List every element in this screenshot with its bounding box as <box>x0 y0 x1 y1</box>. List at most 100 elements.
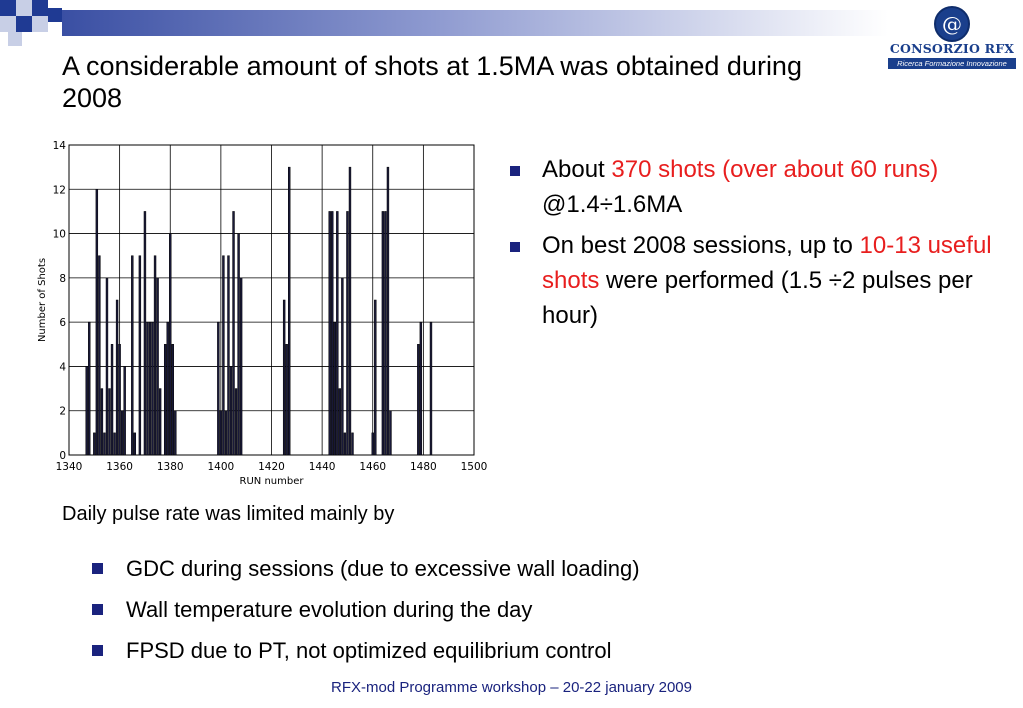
y-tick-label: 6 <box>59 317 66 329</box>
y-tick-label: 2 <box>59 406 66 418</box>
bar <box>346 211 349 456</box>
bar <box>224 410 228 456</box>
bar <box>166 321 169 456</box>
limiting-factor-item: FPSD due to PT, not optimized equilibriu… <box>92 630 892 671</box>
logo-tagline: Ricerca Formazione Innovazione <box>888 58 1016 69</box>
bar <box>331 211 334 456</box>
bar <box>386 166 390 456</box>
bar <box>153 255 157 456</box>
limiting-factor-item: GDC during sessions (due to excessive wa… <box>92 548 892 589</box>
bar <box>131 255 134 456</box>
bar <box>217 321 220 456</box>
bar <box>341 277 344 456</box>
slide-title: A considerable amount of shots at 1.5MA … <box>62 51 802 113</box>
bar <box>93 432 96 456</box>
bullet-square-icon <box>510 242 520 252</box>
bar <box>232 211 235 456</box>
bar <box>146 321 149 456</box>
bar <box>222 255 225 456</box>
bullet-text: @1.4÷1.6MA <box>542 191 683 218</box>
bar <box>239 277 243 456</box>
bar <box>148 321 152 456</box>
x-tick-label: 1340 <box>56 461 83 473</box>
bar <box>371 432 374 456</box>
bullet-square-icon <box>92 645 103 656</box>
bar <box>138 255 142 456</box>
bullet-square-icon <box>510 166 520 176</box>
bar <box>419 321 423 456</box>
bullet-text: were performed (1.5 ÷2 pulses per hour) <box>542 267 973 329</box>
highlight-text: 10-13 useful shots <box>542 232 992 294</box>
bar <box>227 255 230 456</box>
shots-per-run-chart: 1340 1360 1380 1400 1420 1440 1460 1480 1500 0 2 4 6… <box>37 140 488 487</box>
corner-decoration <box>0 0 62 62</box>
bar <box>336 211 339 456</box>
bar <box>288 166 291 456</box>
highlight-text: 370 shots (over about 60 runs) <box>611 156 939 183</box>
bar <box>115 299 119 456</box>
limiting-factors-list: GDC during sessions (due to excessive wa… <box>92 548 892 671</box>
bar <box>285 344 288 456</box>
bar <box>98 255 101 456</box>
bar <box>381 211 385 456</box>
y-tick-label: 10 <box>53 229 66 241</box>
bar <box>151 321 154 456</box>
bar <box>100 388 104 456</box>
bar <box>219 410 223 456</box>
limiting-factor-text: Wall temperature evolution during the da… <box>126 597 533 622</box>
bar <box>163 344 167 456</box>
footer-text: RFX-mod Programme workshop – 20-22 janua… <box>330 679 692 696</box>
bar <box>282 299 286 456</box>
bar <box>234 388 238 456</box>
y-tick-label: 0 <box>59 450 66 462</box>
bar <box>118 344 121 456</box>
bar <box>237 233 240 456</box>
y-tick-label: 12 <box>53 184 66 196</box>
y-axis-label: Number of Shots <box>37 258 48 342</box>
bar <box>133 432 137 456</box>
summary-bullet: About 370 shots (over about 60 runs) @1.… <box>510 152 1000 222</box>
limiting-factor-item: Wall temperature evolution during the da… <box>92 589 892 630</box>
bullet-text: About <box>542 156 612 183</box>
bar <box>384 211 387 456</box>
bar <box>328 211 331 456</box>
y-tick-label: 8 <box>59 273 66 285</box>
x-tick-label: 1500 <box>461 461 488 473</box>
consorzio-rfx-logo: @ CONSORZIO RFX Ricerca Formazione Innov… <box>884 4 1018 70</box>
logo-emblem-icon: @ <box>934 6 970 42</box>
bar <box>333 321 336 456</box>
bar <box>374 299 377 456</box>
bar <box>143 211 147 456</box>
x-tick-label: 1420 <box>258 461 285 473</box>
bullet-square-icon <box>92 563 103 574</box>
bar <box>95 189 99 456</box>
bar <box>120 410 124 456</box>
limiting-factor-text: GDC during sessions (due to excessive wa… <box>126 556 640 581</box>
bar <box>417 344 420 456</box>
bar <box>110 344 114 456</box>
bar <box>123 366 126 456</box>
bar <box>171 344 174 456</box>
x-tick-label: 1440 <box>309 461 336 473</box>
bar <box>158 388 162 456</box>
bullet-square-icon <box>92 604 103 615</box>
x-tick-label: 1380 <box>157 461 184 473</box>
y-tick-label: 4 <box>59 361 66 373</box>
daily-rate-label: Daily pulse rate was limited mainly by <box>62 503 395 525</box>
x-tick-label: 1400 <box>208 461 235 473</box>
bar <box>389 410 392 456</box>
plot-frame <box>68 144 475 456</box>
summary-bullets: About 370 shots (over about 60 runs) @1.… <box>510 152 1000 339</box>
bar <box>156 277 159 456</box>
bar <box>85 366 88 456</box>
bar <box>113 432 116 456</box>
bar <box>343 432 347 456</box>
bar <box>169 233 172 456</box>
x-tick-label: 1480 <box>410 461 437 473</box>
x-axis-label: RUN number <box>240 476 305 487</box>
bar <box>105 277 109 456</box>
bar <box>108 388 111 456</box>
x-tick-label: 1460 <box>359 461 386 473</box>
bar <box>351 432 354 456</box>
bar <box>88 321 91 456</box>
